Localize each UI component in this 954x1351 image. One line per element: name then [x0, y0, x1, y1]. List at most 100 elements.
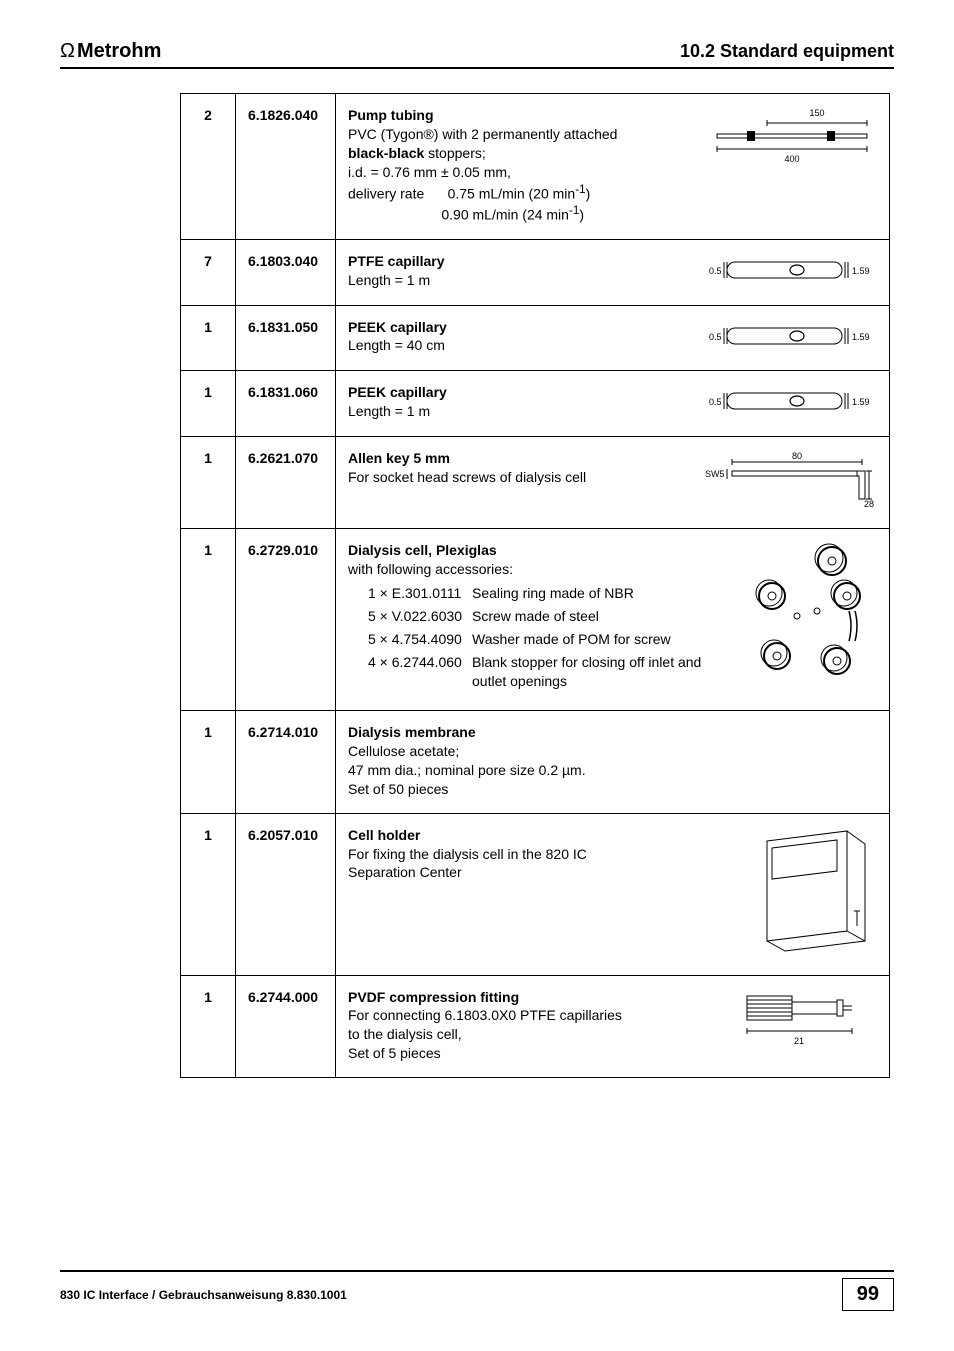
- qty-cell: 1: [181, 437, 236, 529]
- description-cell: Dialysis cell, Plexiglaswith following a…: [336, 529, 890, 711]
- svg-text:21: 21: [794, 1036, 804, 1046]
- dialysis-cell-icon: [737, 541, 877, 691]
- item-illustration: 0.5 1.59: [697, 318, 877, 357]
- item-illustration: [737, 826, 877, 961]
- part-number-cell: 6.2621.070: [236, 437, 336, 529]
- qty-cell: 1: [181, 711, 236, 814]
- qty-cell: 1: [181, 975, 236, 1078]
- pump-tubing-icon: 150 400: [707, 106, 877, 176]
- capillary-icon: 0.5 1.59: [697, 252, 877, 286]
- accessory-row: 5 × 4.754.4090Washer made of POM for scr…: [350, 629, 723, 650]
- item-line: delivery rate 0.75 mL/min (20 min-1): [348, 182, 695, 204]
- table-row: 16.1831.060PEEK capillaryLength = 1 m 0.…: [181, 371, 890, 437]
- svg-text:28: 28: [864, 499, 874, 509]
- part-number-cell: 6.1826.040: [236, 94, 336, 240]
- table-row: 16.2057.010Cell holderFor fixing the dia…: [181, 813, 890, 975]
- accessory-part: 4 × 6.2744.060: [350, 652, 470, 692]
- description-cell: Cell holderFor fixing the dialysis cell …: [336, 813, 890, 975]
- qty-cell: 7: [181, 239, 236, 305]
- description-cell: PEEK capillaryLength = 40 cm 0.5 1.59: [336, 305, 890, 371]
- table-row: 16.2729.010Dialysis cell, Plexiglaswith …: [181, 529, 890, 711]
- item-title: Dialysis membrane: [348, 723, 877, 742]
- item-line: to the dialysis cell,: [348, 1025, 705, 1044]
- allen-key-icon: 80 SW5 28: [687, 449, 877, 509]
- logo-text: Metrohm: [77, 40, 161, 62]
- item-illustration: 150 400: [707, 106, 877, 225]
- item-illustration: [737, 541, 877, 696]
- svg-text:1.59: 1.59: [852, 266, 870, 276]
- svg-text:0.5: 0.5: [709, 266, 722, 276]
- equipment-table: 26.1826.040Pump tubingPVC (Tygon®) with …: [180, 93, 890, 1078]
- capillary-icon: 0.5 1.59: [697, 318, 877, 352]
- section-title: 10.2 Standard equipment: [680, 41, 894, 62]
- compression-fitting-icon: 21: [717, 988, 877, 1048]
- capillary-icon: 0.5 1.59: [697, 383, 877, 417]
- part-number-cell: 6.2729.010: [236, 529, 336, 711]
- table-row: 16.1831.050PEEK capillaryLength = 40 cm …: [181, 305, 890, 371]
- cell-holder-icon: [737, 826, 877, 956]
- item-illustration: 80 SW5 28: [687, 449, 877, 514]
- accessory-desc: Blank stopper for closing off inlet and …: [472, 652, 723, 692]
- description-cell: Dialysis membraneCellulose acetate;47 mm…: [336, 711, 890, 814]
- item-title: Allen key 5 mm: [348, 449, 675, 468]
- qty-cell: 1: [181, 371, 236, 437]
- item-illustration: 0.5 1.59: [697, 252, 877, 291]
- svg-text:80: 80: [792, 451, 802, 461]
- page-header: ΩMetrohm 10.2 Standard equipment: [60, 40, 894, 69]
- part-number-cell: 6.1831.060: [236, 371, 336, 437]
- item-line: For fixing the dialysis cell in the 820 …: [348, 845, 725, 864]
- item-title: Cell holder: [348, 826, 725, 845]
- accessory-desc: Washer made of POM for screw: [472, 629, 723, 650]
- svg-text:0.5: 0.5: [709, 397, 722, 407]
- item-title: Dialysis cell, Plexiglas: [348, 541, 725, 560]
- accessories-table: 1 × E.301.0111Sealing ring made of NBR5 …: [348, 581, 725, 693]
- item-title: PTFE capillary: [348, 252, 685, 271]
- description-cell: PEEK capillaryLength = 1 m 0.5 1.59: [336, 371, 890, 437]
- item-line: Cellulose acetate;: [348, 742, 877, 761]
- accessory-row: 1 × E.301.0111Sealing ring made of NBR: [350, 583, 723, 604]
- accessory-desc: Screw made of steel: [472, 606, 723, 627]
- description-cell: PVDF compression fittingFor connecting 6…: [336, 975, 890, 1078]
- description-cell: Pump tubingPVC (Tygon®) with 2 permanent…: [336, 94, 890, 240]
- svg-text:150: 150: [809, 108, 824, 118]
- item-title: PEEK capillary: [348, 318, 685, 337]
- item-line: Separation Center: [348, 863, 725, 882]
- table-row: 16.2744.000PVDF compression fittingFor c…: [181, 975, 890, 1078]
- qty-cell: 1: [181, 813, 236, 975]
- accessory-part: 5 × 4.754.4090: [350, 629, 470, 650]
- item-line: Set of 50 pieces: [348, 780, 877, 799]
- accessory-row: 4 × 6.2744.060Blank stopper for closing …: [350, 652, 723, 692]
- svg-text:400: 400: [784, 154, 799, 164]
- table-row: 26.1826.040Pump tubingPVC (Tygon®) with …: [181, 94, 890, 240]
- item-line: Length = 1 m: [348, 271, 685, 290]
- item-line: Set of 5 pieces: [348, 1044, 705, 1063]
- item-line: black-black stoppers;: [348, 144, 695, 163]
- item-title: PVDF compression fitting: [348, 988, 705, 1007]
- logo-omega-icon: Ω: [60, 40, 75, 62]
- qty-cell: 2: [181, 94, 236, 240]
- footer-left-text: 830 IC Interface / Gebrauchsanweisung 8.…: [60, 1288, 347, 1302]
- accessory-part: 5 × V.022.6030: [350, 606, 470, 627]
- item-line: i.d. = 0.76 mm ± 0.05 mm,: [348, 163, 695, 182]
- part-number-cell: 6.2057.010: [236, 813, 336, 975]
- page-number: 99: [842, 1278, 894, 1311]
- part-number-cell: 6.2744.000: [236, 975, 336, 1078]
- item-line: 47 mm dia.; nominal pore size 0.2 µm.: [348, 761, 877, 780]
- qty-cell: 1: [181, 305, 236, 371]
- item-line: 0.90 mL/min (24 min-1): [348, 203, 695, 225]
- table-row: 16.2714.010Dialysis membraneCellulose ac…: [181, 711, 890, 814]
- accessory-desc: Sealing ring made of NBR: [472, 583, 723, 604]
- item-line: For connecting 6.1803.0X0 PTFE capillari…: [348, 1006, 705, 1025]
- accessory-part: 1 × E.301.0111: [350, 583, 470, 604]
- item-line: For socket head screws of dialysis cell: [348, 468, 675, 487]
- item-line: with following accessories:: [348, 560, 725, 579]
- svg-text:0.5: 0.5: [709, 332, 722, 342]
- item-illustration: 0.5 1.59: [697, 383, 877, 422]
- part-number-cell: 6.2714.010: [236, 711, 336, 814]
- logo: ΩMetrohm: [60, 40, 161, 63]
- svg-text:1.59: 1.59: [852, 397, 870, 407]
- item-title: Pump tubing: [348, 106, 695, 125]
- item-line: Length = 1 m: [348, 402, 685, 421]
- description-cell: Allen key 5 mmFor socket head screws of …: [336, 437, 890, 529]
- svg-text:SW5: SW5: [705, 469, 725, 479]
